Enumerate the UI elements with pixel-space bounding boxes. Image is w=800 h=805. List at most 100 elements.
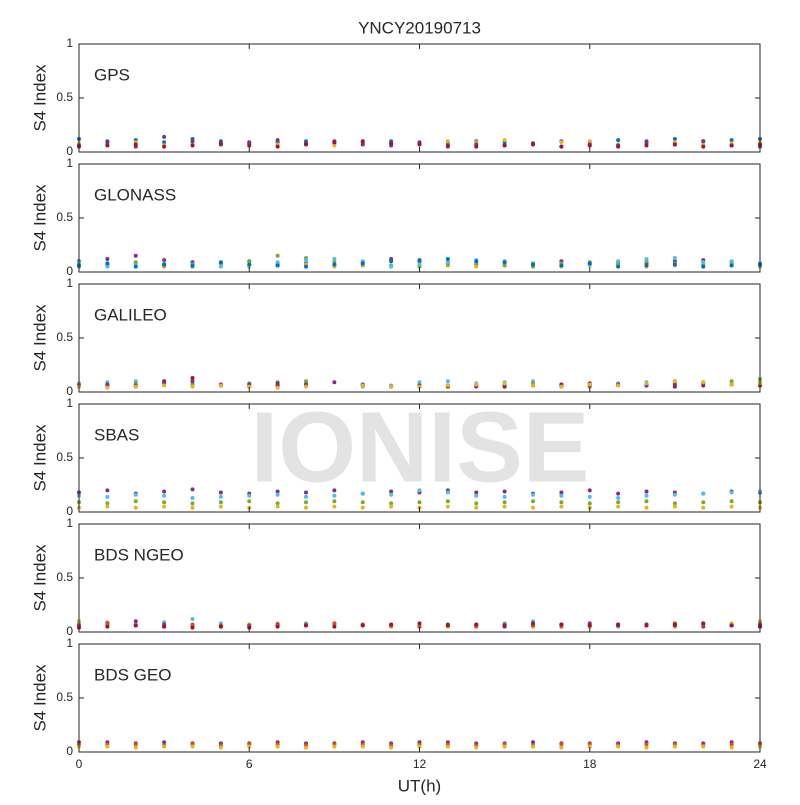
data-point bbox=[672, 137, 677, 142]
data-point bbox=[190, 501, 195, 506]
data-point bbox=[417, 258, 422, 263]
data-point bbox=[162, 740, 167, 745]
data-point bbox=[502, 504, 507, 509]
data-point bbox=[531, 744, 535, 749]
y-tick-label: 0 bbox=[66, 144, 73, 158]
data-point bbox=[304, 490, 308, 495]
data-point bbox=[559, 745, 564, 750]
y-tick-label: 1 bbox=[66, 396, 73, 410]
y-tick-label: 1 bbox=[66, 156, 73, 170]
data-point bbox=[133, 505, 138, 510]
data-point bbox=[701, 144, 706, 149]
data-point bbox=[474, 493, 479, 498]
y-axis-label: S4 Index bbox=[30, 544, 49, 612]
data-point bbox=[162, 140, 167, 145]
data-point bbox=[247, 140, 252, 145]
data-point bbox=[559, 500, 564, 505]
data-point bbox=[105, 261, 110, 266]
data-point bbox=[304, 384, 308, 389]
data-point bbox=[389, 622, 394, 627]
data-point bbox=[474, 264, 479, 269]
data-point bbox=[389, 264, 394, 269]
data-point bbox=[190, 617, 195, 622]
data-point bbox=[559, 490, 564, 495]
data-point bbox=[360, 623, 365, 628]
y-axis-label: S4 Index bbox=[30, 304, 49, 372]
data-point bbox=[445, 143, 450, 148]
data-point bbox=[587, 139, 592, 144]
data-point bbox=[445, 623, 450, 628]
data-point bbox=[559, 144, 564, 149]
data-point bbox=[162, 744, 167, 749]
data-point bbox=[559, 493, 564, 498]
data-point bbox=[587, 143, 592, 148]
data-point bbox=[105, 494, 110, 499]
data-point bbox=[247, 259, 252, 264]
data-point bbox=[105, 143, 110, 148]
data-point bbox=[644, 381, 649, 386]
data-point bbox=[531, 505, 535, 510]
panel-label: SBAS bbox=[94, 425, 139, 444]
data-point bbox=[162, 500, 167, 505]
data-point bbox=[332, 488, 337, 493]
data-point bbox=[218, 490, 223, 495]
data-point bbox=[162, 144, 167, 149]
data-point bbox=[616, 138, 621, 143]
data-point bbox=[162, 262, 167, 267]
data-point bbox=[587, 261, 592, 266]
data-point bbox=[360, 139, 365, 144]
data-point bbox=[587, 623, 592, 628]
x-tick-label: 24 bbox=[753, 757, 767, 771]
data-point bbox=[531, 499, 535, 504]
data-point bbox=[587, 382, 592, 387]
data-point bbox=[502, 489, 507, 494]
y-tick-label: 1 bbox=[66, 276, 73, 290]
data-point bbox=[247, 384, 252, 389]
data-point bbox=[729, 263, 734, 268]
data-point bbox=[133, 499, 138, 504]
data-point bbox=[105, 140, 110, 145]
data-point bbox=[531, 621, 535, 626]
data-point bbox=[616, 622, 621, 627]
data-point bbox=[474, 501, 479, 506]
data-point bbox=[275, 744, 280, 749]
data-point bbox=[474, 259, 479, 264]
data-point bbox=[587, 744, 592, 749]
data-point bbox=[701, 264, 706, 269]
data-point bbox=[389, 501, 394, 506]
data-point bbox=[190, 263, 195, 268]
data-point bbox=[531, 740, 535, 745]
data-point bbox=[502, 138, 507, 143]
data-point bbox=[729, 742, 734, 747]
data-point bbox=[275, 253, 280, 258]
data-point bbox=[162, 493, 167, 498]
data-point bbox=[672, 262, 677, 267]
y-tick-label: 0 bbox=[66, 504, 73, 518]
data-point bbox=[275, 381, 280, 386]
data-point bbox=[275, 501, 280, 506]
data-point bbox=[190, 379, 195, 384]
data-point bbox=[701, 139, 706, 144]
data-point bbox=[417, 384, 422, 389]
data-point bbox=[417, 500, 422, 505]
data-point bbox=[616, 495, 621, 500]
data-point bbox=[616, 144, 621, 149]
data-point bbox=[162, 624, 167, 629]
data-point bbox=[616, 491, 621, 496]
data-point bbox=[616, 259, 621, 264]
data-point bbox=[218, 504, 223, 509]
data-point bbox=[332, 504, 337, 509]
data-point bbox=[133, 623, 138, 628]
data-point bbox=[105, 264, 110, 269]
data-point bbox=[644, 623, 649, 628]
data-point bbox=[672, 492, 677, 497]
data-point bbox=[190, 487, 195, 492]
data-point bbox=[304, 264, 308, 269]
data-point bbox=[389, 492, 394, 497]
data-point bbox=[275, 385, 280, 390]
data-point bbox=[729, 382, 734, 387]
data-point bbox=[616, 500, 621, 505]
data-point bbox=[360, 261, 365, 266]
data-point bbox=[247, 744, 252, 749]
